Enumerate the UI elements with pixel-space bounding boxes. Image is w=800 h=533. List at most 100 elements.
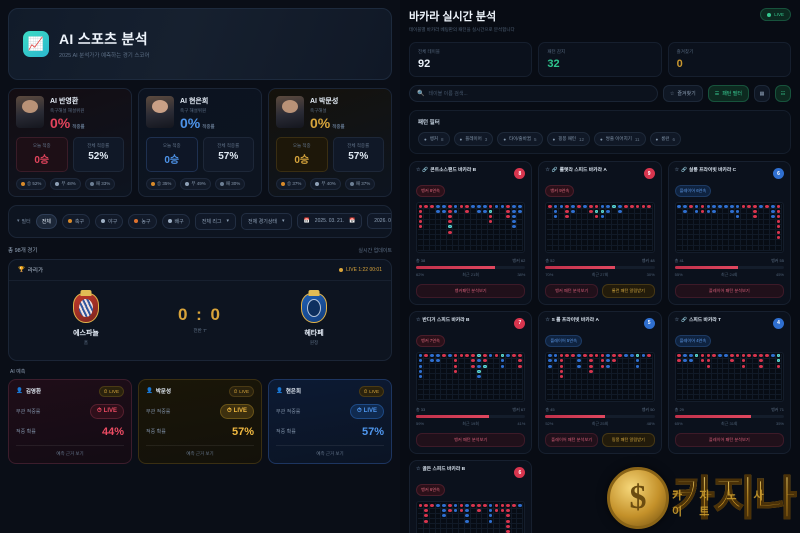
roadmap-cell (640, 379, 647, 385)
roadmap-bead (553, 204, 558, 208)
person-icon: 👤 (16, 388, 23, 395)
favorites-button[interactable]: ☆ 즐겨찾기 (662, 85, 703, 102)
link-icon[interactable]: 🔗 (422, 168, 429, 173)
link-icon[interactable]: 🔗 (680, 168, 687, 173)
link-icon[interactable]: 🔗 (551, 168, 558, 173)
prediction-card[interactable]: 👤 김영환 ⏱ LIVE 무관 적중률 ⏱ LIVE 적중 확률 44% 예측 근거 보… (8, 378, 132, 464)
roadmap-cell (605, 353, 612, 359)
analyst-card[interactable]: AI 박문성 축구해설 0% 적중률 오늘 적중 0승 전체 적중률 57% 승 … (268, 88, 392, 197)
roadmap-bead (494, 354, 499, 358)
filter-chip[interactable]: 야구 (95, 213, 124, 229)
realtime-update-link[interactable]: 실시간 업데이트 (358, 247, 392, 254)
pattern-chip[interactable]: ● 롱런 6 (649, 132, 682, 146)
roadmap-cell (476, 364, 483, 370)
pattern-chip[interactable]: ● 플레이어 3 (453, 132, 494, 146)
filter-chip[interactable]: 축구 (61, 213, 91, 229)
filter-chip[interactable]: 전체 (35, 213, 57, 229)
star-icon[interactable]: ☆ (416, 317, 421, 323)
grid-view-button[interactable]: ▦ (754, 85, 770, 102)
roadmap-cell (494, 214, 500, 220)
roadmap-cell (423, 235, 430, 241)
roadmap-cell (447, 245, 454, 251)
pattern-chip[interactable]: ● 쌍줄 이어지기 11 (594, 132, 646, 146)
prediction-card[interactable]: 👤 박문성 ⏱ LIVE 무관 적중률 ⏱ LIVE 적중 확률 57% 예측 근거 보… (138, 378, 262, 464)
roadmap-cell (447, 503, 454, 509)
filter-chip[interactable]: 농구 (128, 213, 157, 229)
roadmap-cell (553, 353, 560, 359)
baccarat-table-card[interactable]: ☆ S 롤 프라이빗 바카라 A 5 플레이어 5연속 총 45 뱅커 50 52%… (538, 310, 662, 455)
card-action-button[interactable]: 뱅커 패턴 분석보기 (545, 283, 598, 298)
analyst-stat-boxes: 오늘 적중 0승 전체 적중률 52% (16, 136, 124, 172)
roadmap-cell (559, 224, 565, 230)
star-icon[interactable]: ☆ (416, 467, 421, 473)
card-action-button[interactable]: 롱런 패턴 알림받기 (602, 283, 655, 298)
card-action-button[interactable]: 핑퐁 패턴 알림받기 (602, 433, 655, 448)
analyst-stat-boxes: 오늘 적중 0승 전체 적중률 57% (276, 136, 384, 172)
roadmap-cell (617, 364, 624, 370)
star-icon[interactable]: ☆ (416, 168, 421, 173)
list-view-button[interactable]: ☷ (775, 85, 791, 102)
baccarat-table-card[interactable]: ☆ 🔗 룰렛라 스피드 바카라 A 9 뱅커 9연속 총 52 뱅커 48 70% 최근… (538, 161, 662, 305)
roadmap-bead (424, 354, 429, 358)
star-icon[interactable]: ☆ (545, 317, 550, 323)
roadmap-cell (488, 384, 495, 390)
roadmap-cell (752, 358, 759, 365)
roadmap-cell (770, 390, 777, 396)
pattern-filter-button[interactable]: ☰ 패턴 필터 (707, 85, 749, 102)
baccarat-table-card[interactable]: ☆골든 스피드 바카라 B 6 뱅커 6연속 총 36뱅커 64 61%최근 2… (409, 460, 533, 533)
roadmap-bead (488, 514, 493, 518)
card-action-button[interactable]: 플레이어 패턴 분석보기 (674, 433, 784, 448)
date-to-input[interactable]: 2026. 03. 21.📅 (367, 213, 391, 230)
card-action-button[interactable]: 플레이어 패턴 분석보기 (674, 283, 784, 298)
roadmap-cell (517, 513, 524, 519)
card-action-button[interactable]: 뱅커패턴 분석보기 (416, 283, 526, 298)
roadmap-cell (482, 214, 489, 220)
filter-chip[interactable]: 배구 (161, 213, 190, 229)
analyst-card[interactable]: AI 반영환 축구해설 해설위원 0% 적중률 오늘 적중 0승 전체 적중률 5… (8, 88, 132, 197)
roadmap-bead (477, 509, 481, 513)
search-input[interactable]: 🔍 테이블 이름 검색... (409, 85, 658, 102)
trend-icon: ● (600, 136, 603, 142)
prediction-card[interactable]: 👤 현은희 ⏱ LIVE 무관 적중률 ⏱ LIVE 적중 확률 57% 예측 근거 보… (268, 378, 392, 464)
roadmap-cell (646, 235, 653, 241)
prediction-line: 무관 적중률 ⏱ LIVE (16, 403, 124, 419)
dot-icon (101, 219, 106, 224)
roadmap-cell (499, 518, 506, 525)
analyst-card[interactable]: AI 현은희 축구 해설위원 0% 적중률 오늘 적중 0승 전체 적중률 57%… (138, 88, 262, 197)
star-icon[interactable]: ☆ (545, 168, 550, 173)
pattern-chip[interactable]: ● 뱅커 8 (418, 132, 450, 146)
match-card[interactable]: 🏆 라리가 LIVE 1:22 00:01 에스파뇰 홈 0 : 0 전반 7' (8, 258, 392, 361)
card-action-button[interactable]: 플레이어 패턴 분석보기 (545, 433, 598, 448)
roadmap-cell (482, 224, 489, 230)
filter-select[interactable]: 전체 경기상태 ▾ (241, 212, 292, 230)
star-icon[interactable]: ☆ (674, 168, 679, 173)
card-action-button[interactable]: 뱅커 패턴 분석보기 (416, 433, 526, 448)
roadmap-cell (453, 240, 459, 246)
roadmap-cell (758, 369, 765, 375)
baccarat-table-card[interactable]: ☆ 🔗 스피드 바카라 T 4 플레이어 4연속 총 29 뱅커 71 65% 최근 3… (667, 310, 791, 455)
roadmap-cell (617, 240, 624, 246)
roadmap-cell (741, 364, 747, 370)
roadmap-cell (635, 390, 641, 396)
prediction-footer-link[interactable]: 예측 근거 보기 (146, 444, 254, 457)
baccarat-table-card[interactable]: ☆ 반디거 스피드 바카라 B 7 뱅커 7연속 총 33 뱅커 67 59% 최근 … (409, 310, 533, 455)
date-from-input[interactable]: 📅 2025. 03. 21. 📅 (296, 213, 363, 230)
roadmap-cell (582, 358, 589, 365)
prediction-footer-link[interactable]: 예측 근거 보기 (16, 444, 124, 457)
filter-select[interactable]: 전체 리그 ▾ (194, 212, 237, 230)
roadmap-cell (741, 245, 747, 251)
roadmap-cell (482, 209, 489, 215)
star-icon[interactable]: ☆ (674, 317, 679, 323)
baccarat-table-card[interactable]: ☆ 🔗 콘트소스팬드 바카라 B 8 뱅커 8연속 총 38 뱅커 62 62% 최근 … (409, 161, 533, 305)
baccarat-table-card[interactable]: ☆ 🔗 살롱 프라이빗 바카라 C 6 플레이어 6연속 총 41 뱅커 55 55%… (667, 161, 791, 305)
link-icon[interactable]: 🔗 (680, 317, 687, 323)
roadmap-cell (640, 240, 647, 246)
roadmap-cell (499, 524, 506, 530)
roadmap-cell (458, 518, 465, 525)
roadmap-cell (488, 524, 495, 530)
pattern-chip[interactable]: ● 타이/줄바뀜 5 (497, 132, 543, 146)
table-name: ☆ 🔗 스피드 바카라 T (674, 317, 722, 323)
pattern-chip[interactable]: ● 핑퐁 패턴 12 (546, 132, 591, 146)
prediction-footer-link[interactable]: 예측 근거 보기 (276, 444, 384, 457)
roadmap-cell (764, 204, 771, 210)
